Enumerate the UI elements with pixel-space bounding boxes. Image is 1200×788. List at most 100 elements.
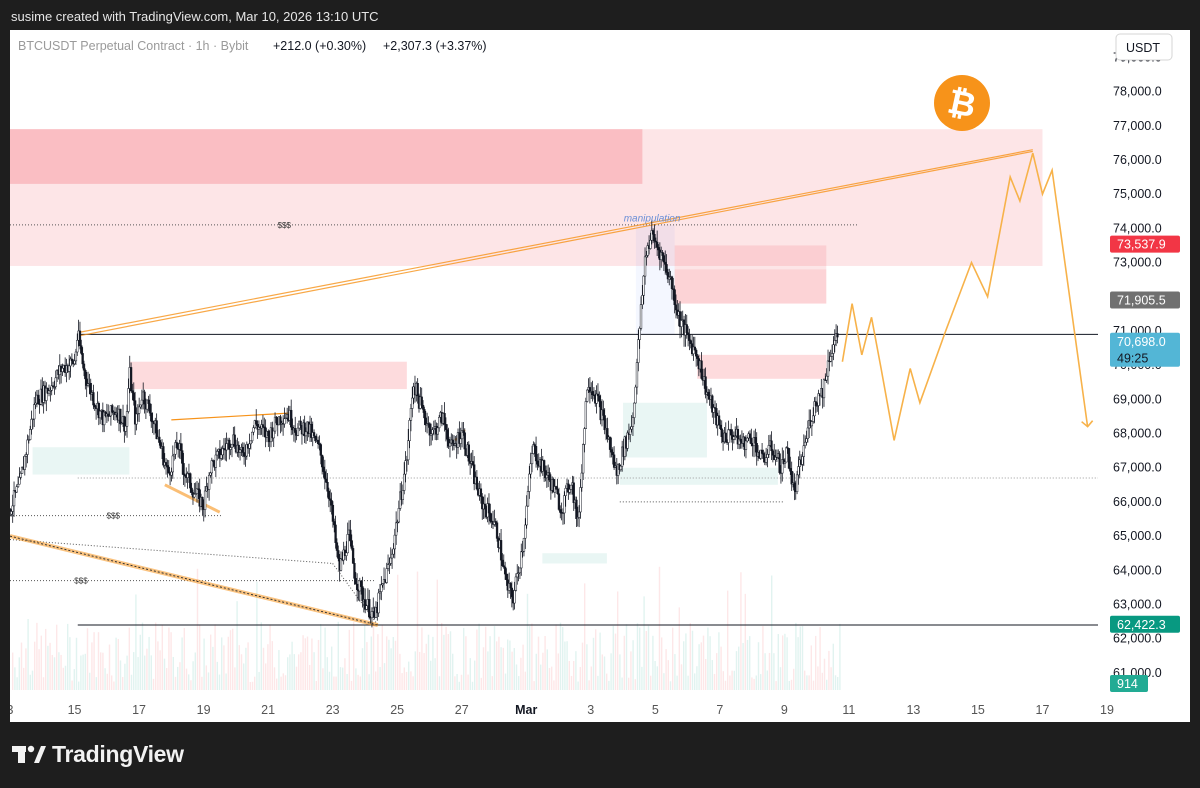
volume-bar bbox=[458, 681, 460, 690]
candle-body bbox=[626, 432, 629, 449]
volume-bar bbox=[139, 634, 141, 690]
volume-bar bbox=[680, 664, 683, 690]
candle-body bbox=[24, 454, 28, 457]
volume-bar bbox=[447, 634, 449, 690]
currency-label[interactable]: USDT bbox=[1126, 41, 1160, 55]
volume-bar bbox=[100, 652, 102, 690]
candle-body bbox=[210, 460, 213, 474]
volume-bar bbox=[537, 636, 540, 690]
volume-bar bbox=[724, 680, 727, 690]
candle-body bbox=[762, 453, 765, 459]
volume-bar bbox=[344, 658, 346, 690]
volume-bar bbox=[777, 634, 779, 690]
candle-body bbox=[686, 332, 690, 336]
volume-bar bbox=[621, 677, 623, 690]
candle-body bbox=[680, 320, 683, 327]
volume-bar bbox=[612, 625, 614, 690]
candle-body bbox=[170, 471, 173, 476]
volume-bar bbox=[779, 667, 782, 690]
candle-body bbox=[806, 427, 809, 439]
price-tick-label: 68,000.0 bbox=[1113, 427, 1162, 441]
candle-body bbox=[805, 438, 808, 443]
time-tick-label: 25 bbox=[390, 703, 404, 717]
volume-bar bbox=[753, 678, 755, 690]
volume-bar bbox=[804, 670, 806, 690]
volume-bar bbox=[645, 631, 647, 690]
volume-bar bbox=[262, 647, 265, 690]
candle-body bbox=[220, 454, 223, 459]
candle-body bbox=[688, 334, 691, 341]
candle-body bbox=[524, 524, 527, 539]
candle-body bbox=[518, 567, 522, 574]
volume-bar bbox=[370, 636, 372, 690]
chart-panel[interactable]: 61,000.0 62,000.0 63,000.0 64,000.0 65,000.0… bbox=[0, 30, 1190, 722]
volume-bar bbox=[377, 634, 379, 690]
time-axis[interactable]: 3 15 17 19 21 23 25 27 Mar 3 5 7 9 11 13 15 17 19 bbox=[7, 703, 1114, 717]
volume-bar bbox=[172, 656, 174, 690]
candle-body bbox=[132, 392, 135, 401]
volume-bar bbox=[267, 644, 269, 690]
volume-bar bbox=[12, 652, 14, 690]
volume-bar bbox=[826, 679, 828, 690]
volume-bar bbox=[757, 642, 760, 690]
candle-body bbox=[771, 450, 775, 456]
chart-svg[interactable]: 61,000.062,000.063,000.064,000.065,000.0… bbox=[0, 30, 1190, 722]
candle-body bbox=[37, 394, 40, 405]
candle-body bbox=[727, 429, 730, 443]
volume-bar bbox=[361, 648, 364, 690]
volume-bar bbox=[31, 670, 34, 690]
candle-body bbox=[283, 418, 286, 425]
volume-bar bbox=[181, 637, 183, 690]
volume-bar bbox=[696, 666, 698, 690]
volume-bar bbox=[412, 676, 414, 690]
volume-badge-label: 914 bbox=[1117, 677, 1138, 691]
candle-body bbox=[11, 505, 14, 512]
candle-body bbox=[595, 393, 598, 404]
candle-body bbox=[69, 358, 72, 367]
volume-bar bbox=[199, 625, 201, 690]
candle-body bbox=[666, 272, 670, 280]
volume-bar bbox=[542, 652, 544, 690]
volume-bar bbox=[150, 655, 152, 690]
candle-body bbox=[127, 388, 130, 412]
price-badge bbox=[1110, 235, 1180, 253]
candle-body bbox=[528, 473, 531, 492]
volume-bar bbox=[232, 628, 234, 690]
volume-bar bbox=[84, 653, 86, 690]
volume-bar bbox=[518, 676, 520, 690]
candle-body bbox=[532, 444, 535, 454]
candle-body bbox=[582, 444, 585, 474]
liquidity-label: $$$ bbox=[278, 221, 292, 230]
volume-bar bbox=[335, 676, 337, 690]
candle-body bbox=[533, 444, 536, 447]
volume-bar bbox=[249, 681, 251, 690]
candle-body bbox=[637, 339, 640, 363]
trendline bbox=[171, 412, 291, 421]
candle-body bbox=[124, 425, 127, 432]
zones-layer bbox=[0, 129, 1043, 564]
time-tick-label: 9 bbox=[781, 703, 788, 717]
candle-body bbox=[526, 491, 530, 507]
candle-body bbox=[602, 409, 605, 416]
scenario-path bbox=[841, 152, 1089, 441]
volume-bar bbox=[689, 623, 691, 690]
candle-body bbox=[724, 432, 727, 442]
candle-body bbox=[23, 456, 26, 470]
volume-bar bbox=[97, 632, 100, 690]
volume-bar bbox=[23, 667, 25, 690]
volume-bar bbox=[322, 668, 324, 690]
candle-body bbox=[817, 393, 820, 406]
price-tick-label: 64,000.0 bbox=[1113, 563, 1162, 577]
volume-bar bbox=[544, 635, 546, 690]
candle-body bbox=[319, 444, 322, 456]
candle-body bbox=[460, 430, 464, 440]
candle-body bbox=[612, 454, 616, 468]
currency-button[interactable]: USDT bbox=[1115, 33, 1173, 61]
volume-bar bbox=[269, 625, 271, 690]
volume-bar bbox=[485, 626, 487, 690]
candle-body bbox=[53, 386, 56, 388]
volume-bar bbox=[355, 668, 357, 690]
zone-supply bbox=[129, 361, 407, 390]
candle-body bbox=[411, 397, 414, 409]
volume-bar bbox=[812, 680, 815, 690]
